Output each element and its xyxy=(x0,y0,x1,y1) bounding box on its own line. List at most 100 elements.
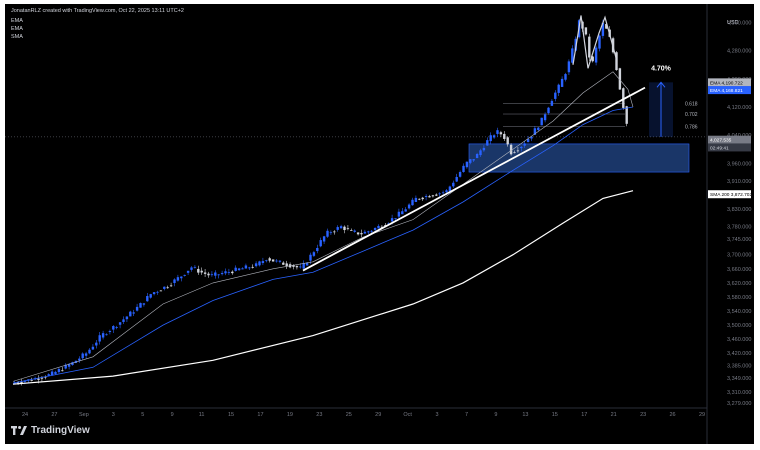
fib-label: 0.786 xyxy=(685,124,698,130)
candle-body xyxy=(424,195,428,197)
candle-body xyxy=(193,266,197,268)
candle-body xyxy=(377,225,380,229)
y-tick-label: 3,780.000 xyxy=(727,225,751,231)
x-tick-label: 23 xyxy=(640,412,646,418)
candle-body xyxy=(438,193,441,195)
candle-body xyxy=(339,226,343,229)
candle-body xyxy=(282,262,285,265)
y-tick-label: 3,620.000 xyxy=(727,281,751,287)
y-tick-label: 4,120.000 xyxy=(727,105,751,111)
x-tick-label: 21 xyxy=(611,412,617,418)
y-tick-label: 3,279.000 xyxy=(727,401,751,407)
candle-body xyxy=(333,231,336,233)
candle-body xyxy=(312,252,316,256)
candle-body xyxy=(299,266,302,268)
candle-body xyxy=(503,133,506,139)
candle-body xyxy=(44,376,47,378)
tradingview-watermark: TradingView xyxy=(11,425,90,436)
candle-body xyxy=(421,197,424,200)
candle-body xyxy=(373,227,377,230)
candle-body xyxy=(520,146,523,149)
x-tick-label: 29 xyxy=(699,412,705,418)
x-tick-label: 17 xyxy=(581,412,587,418)
candle-body xyxy=(431,195,435,197)
sma-line xyxy=(12,190,634,385)
x-tick-label: 19 xyxy=(287,412,293,418)
candle-body xyxy=(390,218,394,222)
candle-body xyxy=(224,271,227,274)
y-tick-label: 4,360.000 xyxy=(727,21,751,27)
candle-body xyxy=(139,303,142,308)
candle-body xyxy=(152,292,156,295)
candle-body xyxy=(231,271,234,274)
candle-body xyxy=(200,270,203,273)
candle-body xyxy=(159,290,163,292)
candle-body xyxy=(61,370,64,372)
candle-body xyxy=(268,258,271,261)
candle-body xyxy=(455,176,458,182)
candle-body xyxy=(598,35,601,49)
indicator-label-1[interactable]: EMA xyxy=(11,18,23,24)
fib-label: 0.702 xyxy=(685,112,698,118)
candle-body xyxy=(173,279,176,284)
candle-body xyxy=(217,274,220,276)
candle-body xyxy=(584,27,588,35)
candle-body xyxy=(533,128,537,135)
candle-body xyxy=(479,150,482,156)
y-tick-label: 3,910.000 xyxy=(727,179,751,185)
candle-body xyxy=(54,371,57,374)
candle-body xyxy=(295,266,299,268)
candle-body xyxy=(356,232,360,235)
candle-body xyxy=(271,259,275,262)
candle-body xyxy=(67,364,71,367)
candle-body xyxy=(363,231,367,234)
candle-body xyxy=(197,268,200,273)
candle-body xyxy=(329,232,333,234)
candle-body xyxy=(108,330,112,332)
candle-body xyxy=(591,56,594,62)
candle-body xyxy=(513,152,516,154)
price-chart[interactable]: USD4,360.0004,280.0004,200.0004,120.0004… xyxy=(5,4,754,444)
candle-body xyxy=(499,132,503,135)
candle-body xyxy=(625,106,628,124)
candle-body xyxy=(509,144,513,155)
candle-body xyxy=(84,353,88,356)
candle-body xyxy=(78,358,81,361)
indicator-label-2[interactable]: EMA xyxy=(11,26,23,32)
candle-body xyxy=(241,268,244,270)
candle-body xyxy=(142,303,146,305)
candle-body xyxy=(594,47,598,63)
indicator-label-3[interactable]: SMA xyxy=(11,34,23,40)
candle-body xyxy=(149,294,152,298)
candle-body xyxy=(322,236,326,242)
candle-body xyxy=(367,231,370,233)
chart-frame[interactable]: USD4,360.0004,280.0004,200.0004,120.0004… xyxy=(5,4,754,444)
candle-body xyxy=(186,270,190,273)
candle-body xyxy=(122,319,125,322)
price-label-box xyxy=(708,135,751,144)
candle-body xyxy=(71,362,74,365)
candle-body xyxy=(380,226,384,228)
candle-body xyxy=(23,381,27,382)
y-tick-label: 3,420.000 xyxy=(727,351,751,357)
candle-body xyxy=(547,107,550,114)
x-tick-label: 9 xyxy=(494,412,497,418)
candle-body xyxy=(360,233,363,235)
x-tick-label: 11 xyxy=(199,412,205,418)
measure-label: 4.70% xyxy=(651,65,672,72)
y-tick-label: 3,960.000 xyxy=(727,161,751,167)
attribution-text: JonatanRLZ created with TradingView.com,… xyxy=(11,8,184,14)
candle-body xyxy=(346,228,350,230)
y-tick-label: 3,700.000 xyxy=(727,253,751,259)
candle-body xyxy=(169,285,173,287)
candle-body xyxy=(571,48,574,63)
candle-body xyxy=(526,139,530,143)
candle-body xyxy=(523,143,526,146)
candle-body xyxy=(496,130,499,134)
candle-body xyxy=(275,260,278,262)
candle-body xyxy=(353,230,356,232)
candle-body xyxy=(20,381,23,384)
price-label-text: SMA 200 3,872.702 xyxy=(710,192,752,198)
candle-body xyxy=(265,260,268,262)
candle-body xyxy=(166,287,169,289)
